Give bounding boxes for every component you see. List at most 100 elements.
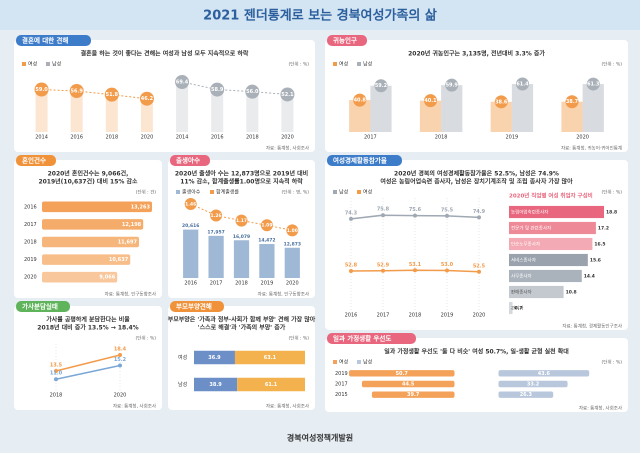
panel-subtitle: 가사를 공평하게 분담한다는 비율	[46, 316, 130, 324]
point	[424, 94, 438, 108]
y-tick-label: 남성	[178, 381, 187, 388]
x-tick-label: 2018	[409, 313, 422, 319]
bar	[509, 269, 582, 283]
value-label: 13.5	[50, 363, 63, 369]
x-tick-label: 2020	[286, 281, 299, 287]
value-label: 11,697	[118, 240, 138, 246]
category-label: 사무종사자	[511, 273, 533, 280]
value-label: 20,616	[182, 223, 199, 229]
point	[353, 93, 367, 107]
bar	[509, 285, 564, 299]
source-label: 자료: 통계청, 귀농어·귀어인통계	[561, 145, 622, 152]
panel-subtitle: '스스로 해결'과 '가족의 부양' 증가	[198, 324, 286, 332]
point	[515, 77, 529, 91]
panel-subtitle: 2020년 출생아 수는 12,873명으로 2019년 대비	[175, 170, 308, 178]
panel-subtitle: 부모부양은 '가족과 정부·사회가 함께 부양' 견해 가장 많아	[168, 316, 316, 324]
point	[34, 82, 49, 97]
value-label: 15.2	[114, 357, 127, 363]
value-label: 18.4	[114, 347, 127, 353]
legend-swatch	[210, 190, 214, 194]
value-label: 52.1	[281, 92, 294, 98]
x-tick-label: 2019	[261, 281, 274, 287]
bar	[176, 82, 189, 132]
x-tick-label: 2019	[506, 135, 519, 141]
legend-swatch	[176, 190, 180, 194]
x-tick-label: 2014	[35, 135, 48, 141]
point	[286, 224, 299, 237]
panel	[325, 40, 628, 152]
panel-tab	[327, 333, 416, 344]
legend-label: 여성	[339, 61, 348, 68]
source-label: 자료: 통계청, 사회조사	[266, 403, 310, 410]
point	[69, 84, 84, 99]
bar	[349, 370, 455, 377]
panel-header: 귀농인구	[333, 36, 357, 45]
y-tick-label: 여성	[178, 354, 187, 361]
value-label: 1.46	[185, 202, 196, 208]
x-tick-label: 2018	[235, 281, 248, 287]
legend-label: 남성	[363, 359, 372, 366]
panel-subtitle: 일과 가정생활 우선도 '둘 다 비슷' 여성 50.7%, 일·생활 균형 실…	[384, 348, 569, 356]
point	[565, 95, 579, 109]
source-label: 자료: 통계청, 경제활동인구조사	[562, 323, 622, 330]
value-label: 59.2	[375, 83, 388, 89]
bar	[349, 100, 371, 132]
value-label: 1.09	[261, 223, 272, 229]
value-label: 10.8	[566, 290, 577, 296]
bar	[441, 85, 463, 132]
x-tick-label: 2020	[281, 135, 294, 141]
panel-header: 부모부양견해	[176, 302, 212, 311]
x-tick-label: 2017	[210, 281, 223, 287]
point	[104, 87, 119, 102]
value-label: 52.5	[473, 263, 486, 269]
value-label: 16,079	[233, 234, 250, 240]
panel	[14, 40, 315, 152]
bar-segment	[194, 350, 235, 365]
panel-subtitle: 2018년 대비 증가 13.5% → 18.4%	[37, 324, 138, 332]
line	[41, 88, 147, 100]
value-label: 75.6	[409, 207, 422, 213]
bar	[582, 84, 604, 132]
value-label: 39.7	[407, 392, 420, 398]
legend-swatch	[357, 62, 361, 66]
value-label: 50.7	[396, 371, 409, 377]
value-label: 14.4	[584, 274, 595, 280]
bar	[233, 240, 250, 278]
unit-label: (단위 : 명, %)	[282, 189, 310, 196]
bar	[42, 271, 118, 283]
value-label: 10,637	[109, 257, 129, 263]
panel	[14, 306, 162, 410]
x-tick-label: 2014	[176, 135, 189, 141]
bar	[509, 301, 513, 315]
bar	[70, 91, 83, 132]
value-label: 74.9	[473, 209, 486, 215]
y-tick-label: 2019	[24, 257, 37, 263]
value-label: 1.17	[236, 218, 247, 224]
point	[374, 79, 388, 93]
x-tick-label: 2019	[441, 313, 454, 319]
panel-subtitle: 2020년 귀농인구는 3,135명, 전년대비 3.3% 증가	[408, 50, 545, 58]
bar	[259, 244, 275, 278]
point	[184, 198, 197, 210]
panel	[168, 160, 315, 298]
x-tick-label: 2018	[246, 135, 259, 141]
line	[55, 364, 121, 380]
legend-label: 남성	[52, 61, 61, 68]
category-label: 서비스종사자	[511, 257, 537, 264]
bar	[42, 219, 144, 230]
bar	[419, 100, 442, 132]
bar	[42, 236, 140, 248]
panel-header: 결혼에 대한 견해	[22, 36, 68, 45]
unit-label: (단위 : %)	[289, 61, 310, 68]
panel-header: 출생아수	[176, 156, 200, 165]
x-tick-label: 2017	[364, 135, 377, 141]
bar	[498, 391, 554, 398]
value-label: 14,472	[258, 238, 275, 244]
value-label: 53.1	[409, 262, 422, 268]
unit-label: (단위 : %)	[602, 189, 623, 196]
x-tick-label: 2020	[576, 135, 589, 141]
panel-tab	[16, 35, 91, 46]
panel-tab	[16, 301, 70, 312]
value-label: 33.2	[527, 382, 540, 388]
panel-tab	[16, 155, 56, 166]
